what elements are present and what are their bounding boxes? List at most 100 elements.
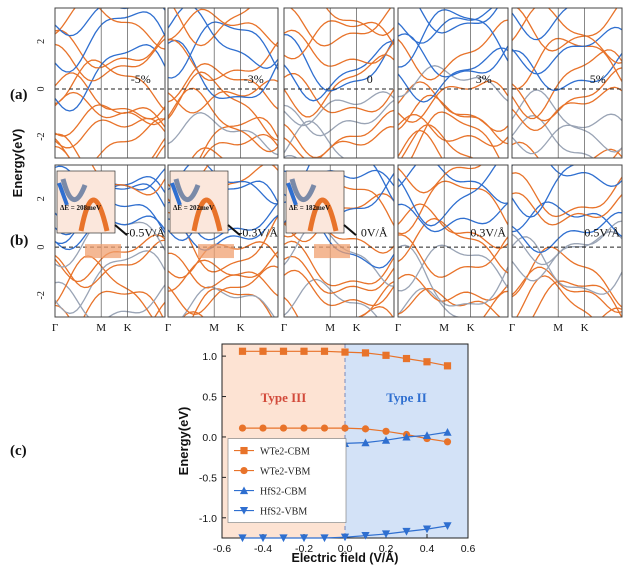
condition-label: 3% — [476, 72, 492, 86]
data-point — [299, 534, 309, 543]
data-point — [340, 533, 350, 542]
data-point — [402, 432, 411, 441]
band-line — [419, 8, 499, 34]
band-line — [168, 21, 278, 79]
data-point — [238, 424, 247, 432]
data-point — [443, 362, 452, 370]
inset-delta-e-label: ΔE = 208meV — [60, 204, 101, 212]
band-line — [168, 63, 278, 110]
band-line — [532, 280, 622, 317]
field-energy-chart: Type III Type II -0.6 -0.4 -0.2 0.0 0.2 0.4 0.6 1… — [176, 343, 475, 565]
band-panel: 0.3V/Å — [397, 164, 509, 318]
panel-label-a: (a) — [10, 87, 28, 103]
x-tick-label: 0.0 — [338, 543, 353, 555]
kpath-label-m: M — [553, 322, 563, 334]
panel-frame — [397, 7, 509, 159]
legend-entry: HfS2-VBM — [260, 507, 307, 518]
band-line — [398, 165, 497, 227]
band-line — [398, 202, 508, 233]
data-point — [300, 424, 308, 432]
inset-band-gray — [173, 178, 201, 202]
kpath-label-gamma: Γ — [165, 322, 171, 334]
band-line — [398, 180, 508, 235]
band-line — [284, 120, 345, 158]
data-point — [240, 446, 248, 455]
data-point — [361, 425, 370, 433]
data-point — [259, 424, 267, 432]
band-line — [398, 129, 443, 158]
data-point — [279, 534, 288, 543]
panel-frame — [167, 7, 279, 159]
band-line — [55, 8, 165, 37]
band-line — [284, 40, 394, 102]
condition-label: 0V/Å — [361, 225, 388, 239]
region-label: Type III — [261, 390, 307, 405]
kpath-label-m: M — [209, 322, 219, 334]
data-point — [341, 424, 349, 432]
band-line — [398, 80, 508, 123]
data-point — [381, 436, 391, 444]
band-line — [199, 116, 278, 158]
kpath-label-gamma: Γ — [52, 322, 58, 334]
band-line — [512, 266, 622, 314]
band-line — [55, 118, 165, 158]
band-line — [398, 165, 483, 194]
condition-label: -5% — [131, 72, 151, 86]
band-line — [512, 37, 622, 90]
band-line — [55, 11, 165, 73]
band-line — [512, 113, 622, 155]
inset-band-orange — [191, 197, 223, 232]
band-line — [55, 104, 165, 137]
band-ylabel: Energy(eV) — [10, 129, 25, 198]
band-line — [284, 99, 394, 137]
inset-band-orange — [78, 197, 110, 232]
y-tick-label: 1.0 — [202, 351, 217, 363]
band-line — [516, 275, 593, 317]
data-point — [320, 534, 329, 543]
inset-pointer-arrow — [227, 224, 241, 236]
band-panel: -3% — [167, 7, 279, 159]
band-line — [202, 133, 278, 158]
band-line — [289, 8, 392, 47]
band-line — [55, 8, 165, 50]
x-tick-label: -0.6 — [213, 543, 231, 555]
x-axis-label: Electric field (V/Å) — [292, 550, 399, 565]
band-line — [182, 311, 204, 317]
band-line — [512, 211, 622, 254]
data-point — [443, 438, 452, 446]
kpath-label-gamma: Γ — [395, 322, 401, 334]
band-line — [55, 255, 153, 317]
data-point — [422, 431, 432, 439]
band-panel: 0 — [283, 7, 395, 159]
panel-frame — [54, 7, 166, 159]
condition-label: -0.5V/Å — [125, 225, 165, 239]
inset-delta-e-label: ΔE = 182meV — [289, 204, 330, 212]
band-line — [398, 287, 470, 317]
condition-label: 0.3V/Å — [470, 225, 506, 239]
band-line — [512, 236, 622, 295]
band-line — [398, 19, 508, 81]
band-line — [168, 8, 278, 69]
band-line — [512, 67, 622, 122]
kpath-label-k: K — [581, 322, 589, 334]
x-tick-label: -0.2 — [295, 543, 313, 555]
band-line — [398, 65, 508, 102]
band-line — [512, 8, 622, 64]
band-line — [55, 38, 165, 82]
inset-band-blue — [286, 182, 298, 206]
legend-entry: WTe2-CBM — [260, 447, 310, 458]
band-line — [398, 287, 501, 317]
highlight-region — [85, 244, 121, 259]
band-line — [398, 47, 508, 103]
band-line — [398, 8, 493, 44]
band-line — [512, 230, 622, 282]
band-line — [173, 8, 251, 47]
panel-label-b: (b) — [10, 233, 28, 249]
kpath-label-m: M — [325, 322, 335, 334]
band-ytick-label: 2 — [36, 39, 47, 44]
inset-band-blue — [57, 182, 69, 206]
inset-band-gray — [289, 178, 317, 202]
band-line — [284, 255, 394, 294]
band-line — [168, 214, 278, 251]
